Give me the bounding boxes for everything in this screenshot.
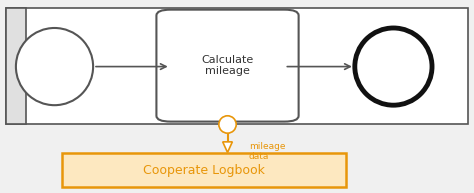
FancyBboxPatch shape [156,10,299,122]
FancyBboxPatch shape [62,153,346,187]
Ellipse shape [355,28,432,105]
Text: Cooperate Logbook: Cooperate Logbook [143,164,265,177]
Ellipse shape [219,116,236,133]
Polygon shape [223,142,232,152]
Bar [6,8,26,124]
FancyBboxPatch shape [6,8,468,124]
Text: Calculate
mileage: Calculate mileage [201,55,254,76]
Text: mileage
data: mileage data [249,142,285,161]
Ellipse shape [16,28,93,105]
